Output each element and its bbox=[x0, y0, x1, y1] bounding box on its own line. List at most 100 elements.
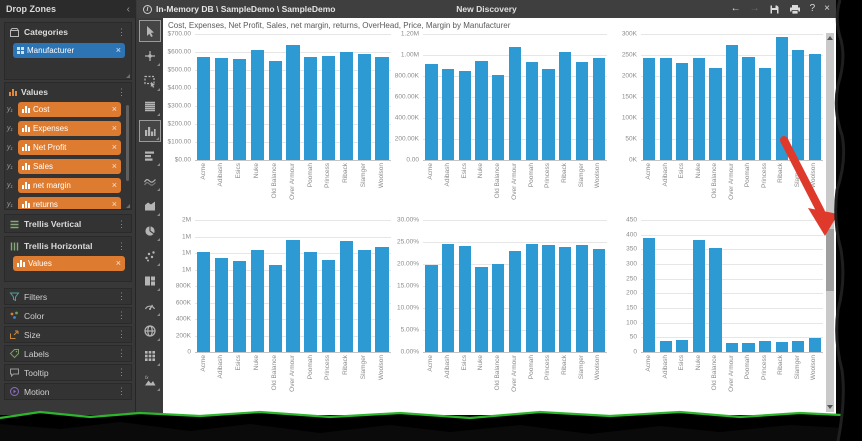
close-icon[interactable]: × bbox=[824, 3, 830, 14]
bar-woolson[interactable] bbox=[592, 249, 605, 352]
values-menu-icon[interactable]: ⋮ bbox=[117, 86, 126, 97]
remove-measure-icon[interactable]: × bbox=[111, 123, 117, 133]
size-menu-icon[interactable]: ⋮ bbox=[117, 329, 126, 339]
bar-esics[interactable] bbox=[458, 70, 472, 160]
bar-acme[interactable] bbox=[425, 264, 438, 352]
bar-woolson[interactable] bbox=[808, 338, 821, 352]
bar-acme[interactable] bbox=[197, 251, 211, 352]
trellis-panel-4[interactable]: 2M 1M 1M 1M 800K 600K 400K 200K 0 Acme Adibash Esic… bbox=[165, 217, 391, 392]
bar-adibash[interactable] bbox=[659, 341, 672, 352]
bar-over-armour[interactable] bbox=[725, 44, 739, 160]
canvas-scrollbar[interactable] bbox=[826, 33, 834, 412]
tool-grid-table[interactable] bbox=[139, 95, 161, 117]
collapse-panel-icon[interactable]: ‹ bbox=[126, 3, 130, 15]
tool-line-chart[interactable] bbox=[139, 170, 161, 192]
tool-image-chart[interactable]: fx bbox=[139, 370, 161, 392]
tooltip-menu-icon[interactable]: ⋮ bbox=[117, 367, 126, 377]
trellis-horizontal-menu-icon[interactable]: ⋮ bbox=[117, 240, 126, 251]
remove-measure-icon[interactable]: × bbox=[111, 104, 117, 114]
values-scrollbar[interactable] bbox=[126, 105, 129, 181]
trellis-panel-6[interactable]: 450 400 350 300 250 200 150 100 50 0 Acme Adibash Es… bbox=[611, 217, 823, 392]
tool-area-chart[interactable] bbox=[139, 195, 161, 217]
bar-old-balance[interactable] bbox=[709, 248, 722, 352]
bar-nuke[interactable] bbox=[475, 266, 488, 352]
trellis-panel-2[interactable]: 1.20M 1.00M 800.00K 600.00K 400.00K 200.00K 0.… bbox=[393, 31, 607, 200]
bar-riback[interactable] bbox=[559, 246, 572, 352]
tool-gauge[interactable] bbox=[139, 295, 161, 317]
bar-woolson[interactable] bbox=[375, 57, 389, 160]
bar-princess[interactable] bbox=[542, 244, 555, 352]
bar-poomah[interactable] bbox=[304, 56, 318, 160]
bar-nuke[interactable] bbox=[692, 239, 706, 352]
scroll-up-icon[interactable] bbox=[827, 36, 833, 40]
bar-riback[interactable] bbox=[775, 342, 788, 352]
bar-princess[interactable] bbox=[758, 67, 772, 160]
pill-sales[interactable]: Sales × bbox=[18, 159, 121, 174]
remove-measure-icon[interactable]: × bbox=[111, 142, 117, 152]
bar-nuke[interactable] bbox=[475, 61, 488, 160]
trellis-vertical-menu-icon[interactable]: ⋮ bbox=[117, 218, 126, 229]
pill-net-profit[interactable]: Net Profit × bbox=[18, 140, 121, 155]
bar-slamger[interactable] bbox=[575, 245, 589, 352]
bar-slamger[interactable] bbox=[575, 61, 589, 160]
bar-esics[interactable] bbox=[232, 58, 247, 160]
scroll-down-icon[interactable] bbox=[827, 405, 833, 409]
bar-acme[interactable] bbox=[425, 63, 438, 160]
redo-forward-icon[interactable]: → bbox=[749, 3, 760, 14]
bar-riback[interactable] bbox=[559, 51, 572, 160]
bar-old-balance[interactable] bbox=[492, 74, 505, 160]
bar-old-balance[interactable] bbox=[268, 264, 282, 352]
bar-woolson[interactable] bbox=[808, 53, 821, 160]
zone-trellis-vertical[interactable]: Trellis Vertical ⋮ bbox=[4, 214, 132, 233]
bar-nuke[interactable] bbox=[692, 58, 706, 160]
zone-values[interactable]: Values ⋮ y₁ Cost × y₁ Expenses × y₁ Net Profit ×… bbox=[4, 82, 132, 210]
bar-over-armour[interactable] bbox=[508, 250, 522, 352]
trellis-panel-3[interactable]: 300K 250K 200K 150K 100K 50K 0K Acme Adibash Esic… bbox=[611, 31, 823, 200]
labels-menu-icon[interactable]: ⋮ bbox=[117, 348, 126, 358]
remove-measure-icon[interactable]: × bbox=[111, 199, 117, 209]
pill-returns[interactable]: returns × bbox=[18, 197, 121, 209]
bar-old-balance[interactable] bbox=[709, 68, 722, 160]
zone-categories[interactable]: Categories ⋮ Manufacturer × bbox=[4, 22, 132, 80]
bar-riback[interactable] bbox=[339, 241, 353, 352]
bar-adibash[interactable] bbox=[659, 57, 672, 160]
bar-nuke[interactable] bbox=[250, 250, 264, 352]
bar-acme[interactable] bbox=[643, 237, 656, 352]
bar-adibash[interactable] bbox=[215, 58, 229, 160]
visualization-canvas[interactable]: Cost, Expenses, Net Profit, Sales, net m… bbox=[163, 18, 836, 415]
bar-nuke[interactable] bbox=[250, 50, 264, 160]
zone-motion[interactable]: Motion ⋮ bbox=[4, 383, 132, 400]
bar-acme[interactable] bbox=[643, 58, 656, 160]
remove-manufacturer-icon[interactable]: × bbox=[115, 45, 121, 55]
info-icon[interactable]: i bbox=[143, 4, 152, 14]
tool-scatter-chart[interactable] bbox=[139, 245, 161, 267]
bar-woolson[interactable] bbox=[592, 57, 605, 160]
bar-poomah[interactable] bbox=[742, 342, 755, 352]
tool-treemap[interactable] bbox=[139, 270, 161, 292]
bar-princess[interactable] bbox=[758, 340, 772, 352]
pill-expenses[interactable]: Expenses × bbox=[18, 121, 121, 136]
print-icon[interactable] bbox=[789, 4, 801, 15]
resize-grip[interactable] bbox=[126, 204, 130, 208]
bar-slamger[interactable] bbox=[792, 341, 805, 352]
save-icon[interactable] bbox=[769, 4, 780, 15]
bar-over-armour[interactable] bbox=[286, 239, 300, 352]
bar-slamger[interactable] bbox=[792, 49, 805, 160]
bar-esics[interactable] bbox=[676, 62, 689, 160]
trellis-panel-1[interactable]: $700.00 $600.00 $500.00 $400.00 $300.00 $200.… bbox=[165, 31, 391, 200]
bar-over-armour[interactable] bbox=[508, 46, 522, 160]
remove-measure-icon[interactable]: × bbox=[111, 161, 117, 171]
tool-crosshair[interactable] bbox=[139, 45, 161, 67]
bar-adibash[interactable] bbox=[215, 258, 229, 352]
bar-slamger[interactable] bbox=[357, 53, 371, 160]
categories-menu-icon[interactable]: ⋮ bbox=[117, 26, 126, 37]
tool-matrix[interactable] bbox=[139, 345, 161, 367]
tool-column-chart[interactable] bbox=[139, 120, 161, 142]
remove-values-icon[interactable]: × bbox=[115, 258, 121, 268]
color-menu-icon[interactable]: ⋮ bbox=[117, 310, 126, 320]
resize-grip[interactable] bbox=[126, 74, 130, 78]
undo-back-icon[interactable]: ← bbox=[730, 3, 741, 14]
bar-princess[interactable] bbox=[322, 55, 336, 160]
bar-poomah[interactable] bbox=[742, 57, 755, 160]
zone-tooltip[interactable]: Tooltip ⋮ bbox=[4, 364, 132, 381]
